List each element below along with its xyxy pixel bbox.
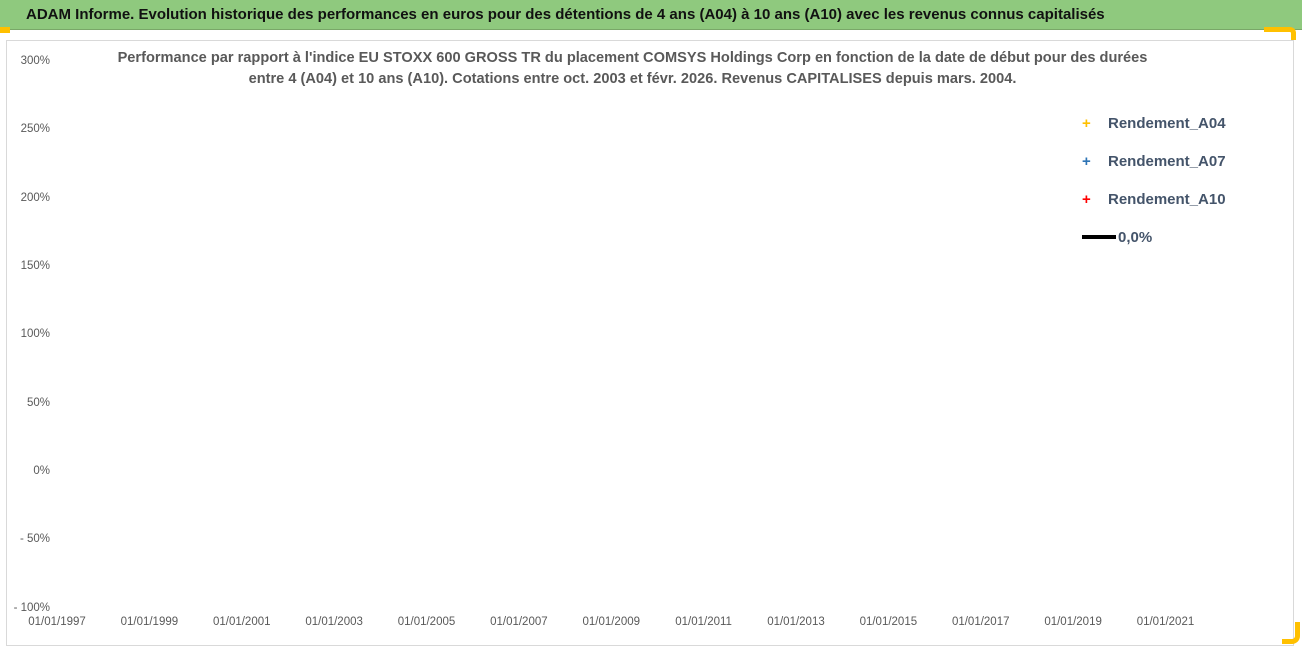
x-axis-label: 01/01/1999 <box>120 616 179 628</box>
plus-marker-icon: + <box>1082 114 1091 132</box>
banner-title: ADAM Informe. Evolution historique des p… <box>0 0 1302 30</box>
y-axis-label: 200% <box>20 191 50 204</box>
legend-item-rendement-a04[interactable]: + Rendement_A04 <box>1082 104 1282 142</box>
chart-title-line1: Performance par rapport à l'indice EU ST… <box>117 50 1148 66</box>
x-axis-label: 01/01/2003 <box>305 616 363 628</box>
y-axis-label: 50% <box>26 396 50 409</box>
x-axis-label: 01/01/2001 <box>212 616 271 628</box>
legend-label: 0,0% <box>1118 228 1153 246</box>
y-axis-label: 0% <box>33 464 50 477</box>
x-axis-label: 01/01/2017 <box>951 616 1010 628</box>
x-axis-label: 01/01/1997 <box>28 616 86 628</box>
x-axis-label: 01/01/2015 <box>859 616 918 628</box>
orange-corner-left <box>0 27 10 33</box>
x-axis-label: 01/01/2021 <box>1136 616 1195 628</box>
legend: + Rendement_A04 + Rendement_A07 + Rendement_A… <box>1082 104 1282 256</box>
legend-label: Rendement_A07 <box>1108 152 1226 170</box>
legend-item-rendement-a07[interactable]: + Rendement_A07 <box>1082 142 1282 180</box>
legend-item-rendement-a10[interactable]: + Rendement_A10 <box>1082 180 1282 218</box>
legend-label: Rendement_A10 <box>1108 190 1226 208</box>
legend-label: Rendement_A04 <box>1108 114 1226 132</box>
y-axis-label: - 50% <box>19 533 50 546</box>
x-axis-label: 01/01/2019 <box>1044 616 1102 628</box>
y-axis-label: 250% <box>20 123 50 136</box>
orange-corner-bottom-right <box>1282 622 1300 644</box>
y-axis-label: 100% <box>20 328 50 341</box>
x-axis-label: 01/01/2007 <box>490 616 548 628</box>
orange-corner-top-right <box>1264 27 1296 40</box>
legend-item-0-0-[interactable]: 0,0% <box>1082 218 1282 256</box>
y-axis-label: 300% <box>20 55 50 67</box>
chart-title-line2: entre 4 (A04) et 10 ans (A10). Cotations… <box>248 71 1017 87</box>
x-axis-label: 01/01/2013 <box>767 616 825 628</box>
chart-title: Performance par rapport à l'indice EU ST… <box>100 48 1165 90</box>
x-axis-label: 01/01/2011 <box>675 616 732 628</box>
x-axis-label: 01/01/2005 <box>397 616 456 628</box>
chart-frame <box>6 40 1294 646</box>
plus-marker-icon: + <box>1082 190 1091 208</box>
plus-marker-icon: + <box>1082 152 1091 170</box>
x-axis-label: 01/01/2009 <box>582 616 641 628</box>
y-axis-label: - 100% <box>13 601 50 614</box>
y-axis-label: 150% <box>20 259 50 272</box>
line-marker-icon <box>1082 235 1116 239</box>
